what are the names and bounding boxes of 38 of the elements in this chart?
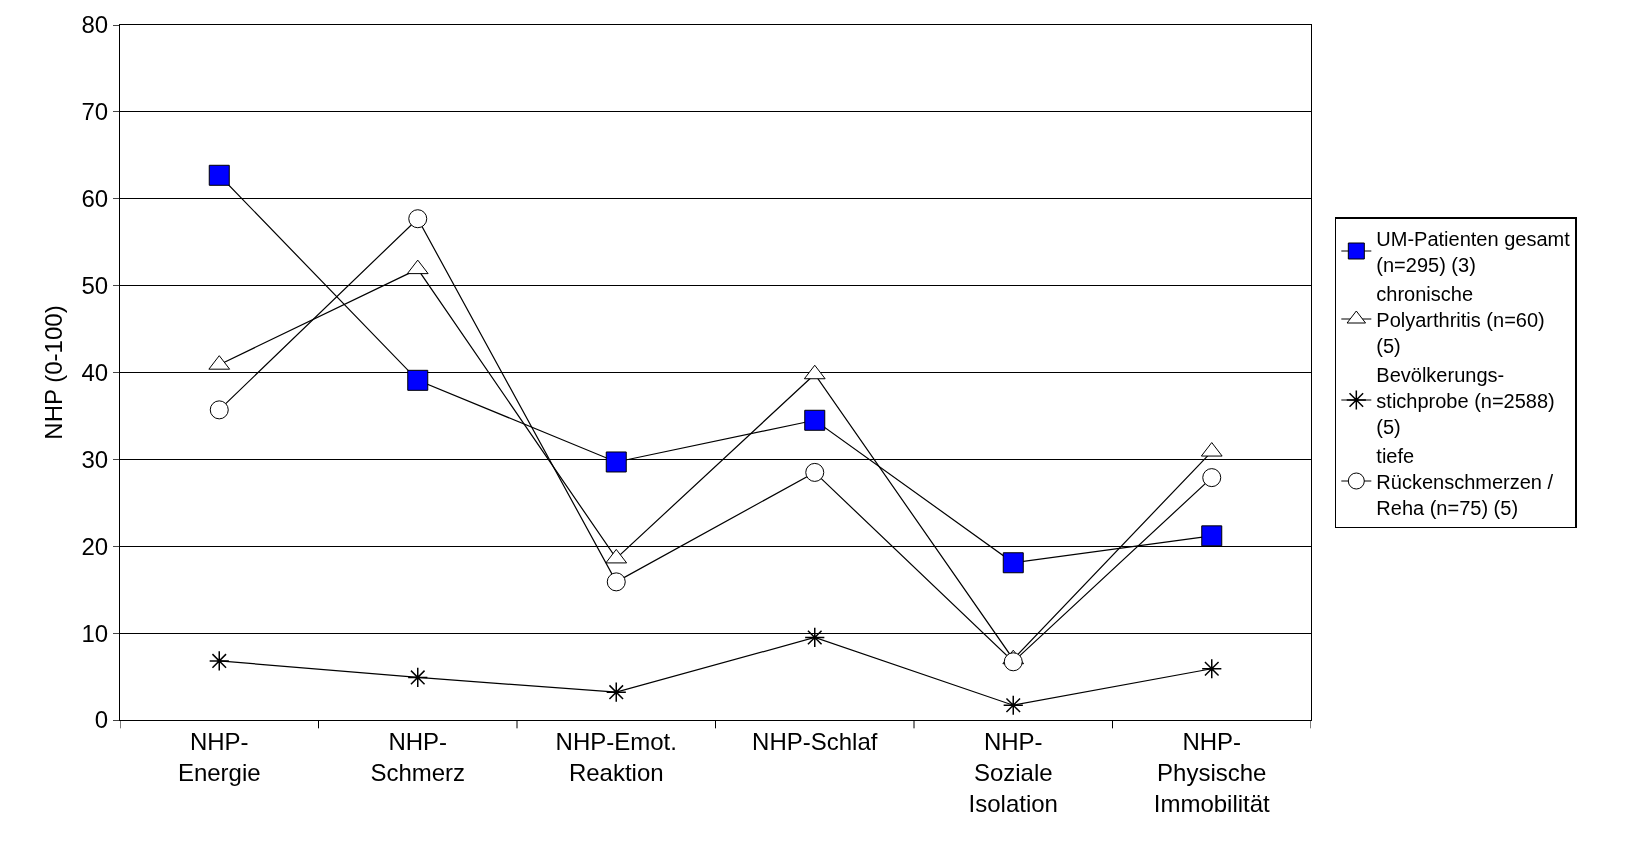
legend-label: UM-Patienten gesamt (n=295) (3) xyxy=(1376,227,1571,276)
point xyxy=(1002,694,1024,716)
y-tick-label: 10 xyxy=(81,619,109,647)
point xyxy=(1201,525,1223,547)
point xyxy=(605,681,627,703)
point xyxy=(1202,468,1222,488)
point xyxy=(209,400,229,420)
y-tick-label: 50 xyxy=(81,272,109,300)
x-tick-label: NHP- Physische Immobilität xyxy=(1153,727,1271,818)
y-tick-label: 70 xyxy=(81,98,109,126)
point xyxy=(407,369,429,391)
legend-label: chronische Polyarthritis (n=60) (5) xyxy=(1376,282,1545,357)
point xyxy=(1002,552,1024,574)
x-tick-label: NHP- Soziale Isolation xyxy=(968,727,1058,818)
x-tick-label: NHP- Energie xyxy=(177,727,261,786)
point xyxy=(804,409,826,431)
point xyxy=(605,451,627,473)
y-axis-title: NHP (0-100) xyxy=(40,305,67,440)
y-tick-label: 0 xyxy=(94,706,109,734)
point xyxy=(407,667,429,688)
point xyxy=(804,627,826,648)
y-tick-label: 60 xyxy=(81,185,109,213)
y-tick-label: 40 xyxy=(81,358,109,386)
x-tick-label: NHP- Schmerz xyxy=(370,727,466,786)
legend-label: Bevölkerungs- stichprobe (n=2588) (5) xyxy=(1376,363,1555,438)
x-tick-label: NHP-Schlaf xyxy=(752,727,878,755)
point xyxy=(805,462,825,482)
x-tick-label: NHP-Emot. Reaktion xyxy=(555,727,677,786)
point xyxy=(208,650,230,672)
y-tick-label: 20 xyxy=(81,532,109,560)
point xyxy=(606,572,626,592)
point xyxy=(408,209,428,229)
y-tick-label: 80 xyxy=(81,11,109,39)
y-tick-label: 30 xyxy=(81,445,109,473)
point xyxy=(1201,658,1223,680)
point xyxy=(1003,652,1023,672)
legend-label: tiefe Rückenschmerzen / Reha (n=75) (5) xyxy=(1376,444,1554,519)
point xyxy=(208,164,230,186)
